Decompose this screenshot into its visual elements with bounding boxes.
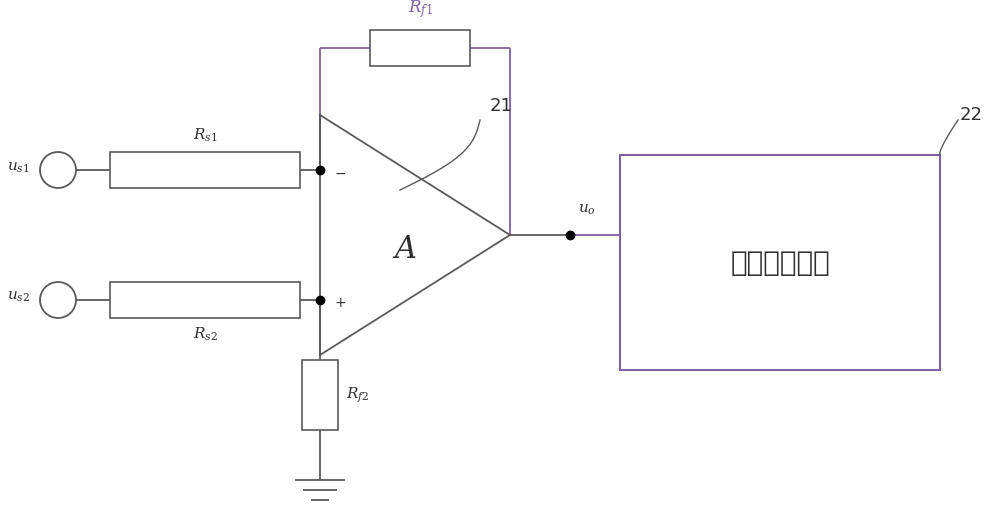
Text: 过零点检测器: 过零点检测器	[730, 248, 830, 277]
Text: $-$: $-$	[334, 166, 346, 180]
Bar	[110, 282, 300, 318]
Text: 22: 22	[960, 106, 983, 124]
Text: $+$: $+$	[334, 296, 346, 310]
Text: $\mathit{u}_o$: $\mathit{u}_o$	[578, 202, 596, 217]
Bar	[620, 155, 940, 370]
Text: $\mathit{u}_{s1}$: $\mathit{u}_{s1}$	[7, 160, 30, 175]
Text: $\mathit{u}_{s2}$: $\mathit{u}_{s2}$	[7, 290, 30, 304]
Text: $R_{s2}$: $R_{s2}$	[193, 326, 217, 344]
Bar	[370, 30, 470, 66]
Bar	[302, 360, 338, 430]
Bar	[110, 152, 300, 188]
Text: $R_{f1}$: $R_{f1}$	[408, 0, 432, 20]
Text: $R_{s1}$: $R_{s1}$	[193, 127, 217, 144]
Text: 21: 21	[490, 97, 513, 115]
Text: A: A	[394, 234, 416, 266]
Text: $R_{f2}$: $R_{f2}$	[346, 385, 369, 405]
